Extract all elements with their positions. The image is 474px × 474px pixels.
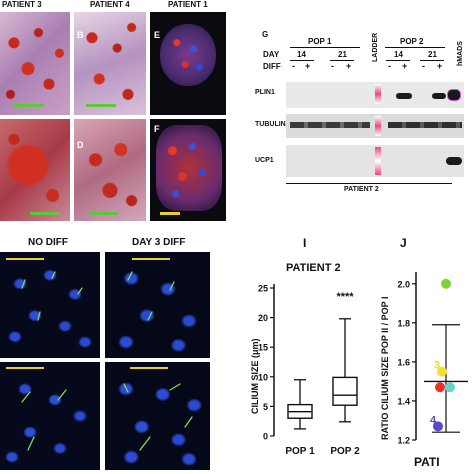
- ratio-ylabel: RATIO CILIUM SIZE POP II / POP I: [380, 296, 390, 440]
- scale-bar: [90, 212, 118, 215]
- significance-label: ****: [336, 291, 354, 303]
- histology-patient3-bottom: [0, 119, 70, 221]
- point-label: 4: [430, 414, 437, 426]
- scale-bar: [6, 258, 44, 260]
- panel-letter-J: J: [400, 236, 407, 250]
- boxplot-chart: 0 5 10 15 20 25 **** POP 1 POP 2: [258, 284, 360, 458]
- y-tick-label: 15: [258, 343, 268, 353]
- histology-patient3-top: [0, 12, 70, 115]
- y-tick-label: 10: [258, 372, 268, 382]
- data-point: [437, 366, 447, 377]
- day-14b: 14: [394, 50, 403, 59]
- label-B: B: [77, 30, 84, 40]
- blot-tubulin: [286, 114, 464, 138]
- ratio-chart: 1.2 1.4 1.6 1.8 2.0 3 4 PATI: [397, 272, 468, 469]
- category-label-pop2: POP 2: [330, 446, 360, 457]
- label-tubulin: TUBULIN βI: [255, 121, 294, 128]
- header-patient4: PATIENT 4: [90, 0, 130, 9]
- data-point: [441, 278, 451, 289]
- header-patient3: PATIENT 3: [2, 0, 42, 9]
- cilia-image-nodiff-top: [0, 252, 100, 358]
- label-F: F: [154, 124, 160, 134]
- scale-bar: [132, 258, 170, 260]
- patient2-underline: [286, 183, 452, 184]
- histology-patient4-top: [74, 12, 146, 115]
- scale-bar: [86, 104, 116, 107]
- label-day: DAY: [263, 50, 280, 59]
- label-D: D: [77, 140, 84, 150]
- label-patient2-blot: PATIENT 2: [344, 186, 379, 193]
- cilia-image-day3-bottom: [105, 362, 210, 470]
- day-21a-underline: [330, 60, 354, 61]
- day-21a: 21: [338, 50, 347, 59]
- day-14b-underline: [386, 60, 410, 61]
- pop2-underline: [385, 47, 445, 48]
- y-tick-label: 1.2: [397, 436, 410, 446]
- boxplot-title: PATIENT 2: [286, 262, 341, 274]
- day-14a: 14: [297, 50, 306, 59]
- data-point: [433, 421, 443, 432]
- scale-bar: [160, 212, 180, 215]
- diff-minus-1: -: [292, 61, 295, 71]
- y-tick-label: 1.8: [397, 318, 410, 328]
- label-plin1: PLIN1: [255, 89, 275, 96]
- diff-minus-3: -: [388, 61, 391, 71]
- day-14a-underline: [290, 60, 314, 61]
- category-label-pop1: POP 1: [285, 446, 315, 457]
- label-E: E: [154, 30, 161, 40]
- point-label: 3: [434, 360, 440, 372]
- diff-minus-2: -: [331, 61, 334, 71]
- diff-minus-4: -: [422, 61, 425, 71]
- y-tick-label: 20: [258, 313, 268, 323]
- label-hmads: hMADS: [457, 41, 464, 66]
- diff-plus-4: +: [437, 61, 443, 71]
- box-2: [332, 376, 358, 406]
- y-tick-label: 2.0: [397, 279, 410, 289]
- histology-patient4-bottom: [74, 119, 146, 221]
- label-ucp1: UCP1: [255, 157, 274, 164]
- header-no-diff: NO DIFF: [28, 237, 68, 248]
- confocal-patient1-top: [150, 12, 226, 115]
- label-diff: DIFF: [263, 62, 281, 71]
- blot-ucp1: [286, 145, 464, 177]
- blot-plin1: [286, 82, 464, 108]
- scale-bar: [6, 367, 44, 369]
- y-tick-label: 25: [258, 284, 268, 294]
- day-21b: 21: [428, 50, 437, 59]
- confocal-patient1-bottom: [150, 119, 226, 221]
- boxplot-ylabel: CILIUM SIZE (μm): [250, 338, 260, 414]
- data-point: [445, 382, 455, 393]
- label-ladder: LADDER: [372, 32, 379, 62]
- y-tick-label: 1.4: [397, 396, 410, 406]
- scale-bar: [30, 212, 60, 215]
- header-day3-diff: DAY 3 DIFF: [132, 237, 186, 248]
- day-21b-underline: [420, 60, 444, 61]
- label-pop2: POP 2: [400, 37, 424, 46]
- panel-letter-I: I: [303, 236, 307, 250]
- y-tick-label: 5: [263, 402, 268, 412]
- data-point: [435, 382, 445, 393]
- scale-bar: [14, 104, 44, 107]
- x-axis-label: PATI: [414, 455, 440, 469]
- diff-plus-1: +: [305, 61, 311, 71]
- y-tick-label: 0: [263, 432, 268, 442]
- diff-plus-3: +: [402, 61, 408, 71]
- cilia-overlay: [21, 271, 193, 451]
- scale-bar: [130, 367, 168, 369]
- label-pop1: POP 1: [308, 37, 332, 46]
- header-patient1: PATIENT 1: [168, 0, 208, 9]
- y-tick-label: 1.6: [397, 357, 410, 367]
- pop1-underline: [290, 47, 360, 48]
- panel-letter-G: G: [262, 30, 269, 39]
- cilia-image-nodiff-bottom: [0, 362, 100, 470]
- cilia-image-day3-top: [105, 252, 210, 358]
- diff-plus-2: +: [346, 61, 352, 71]
